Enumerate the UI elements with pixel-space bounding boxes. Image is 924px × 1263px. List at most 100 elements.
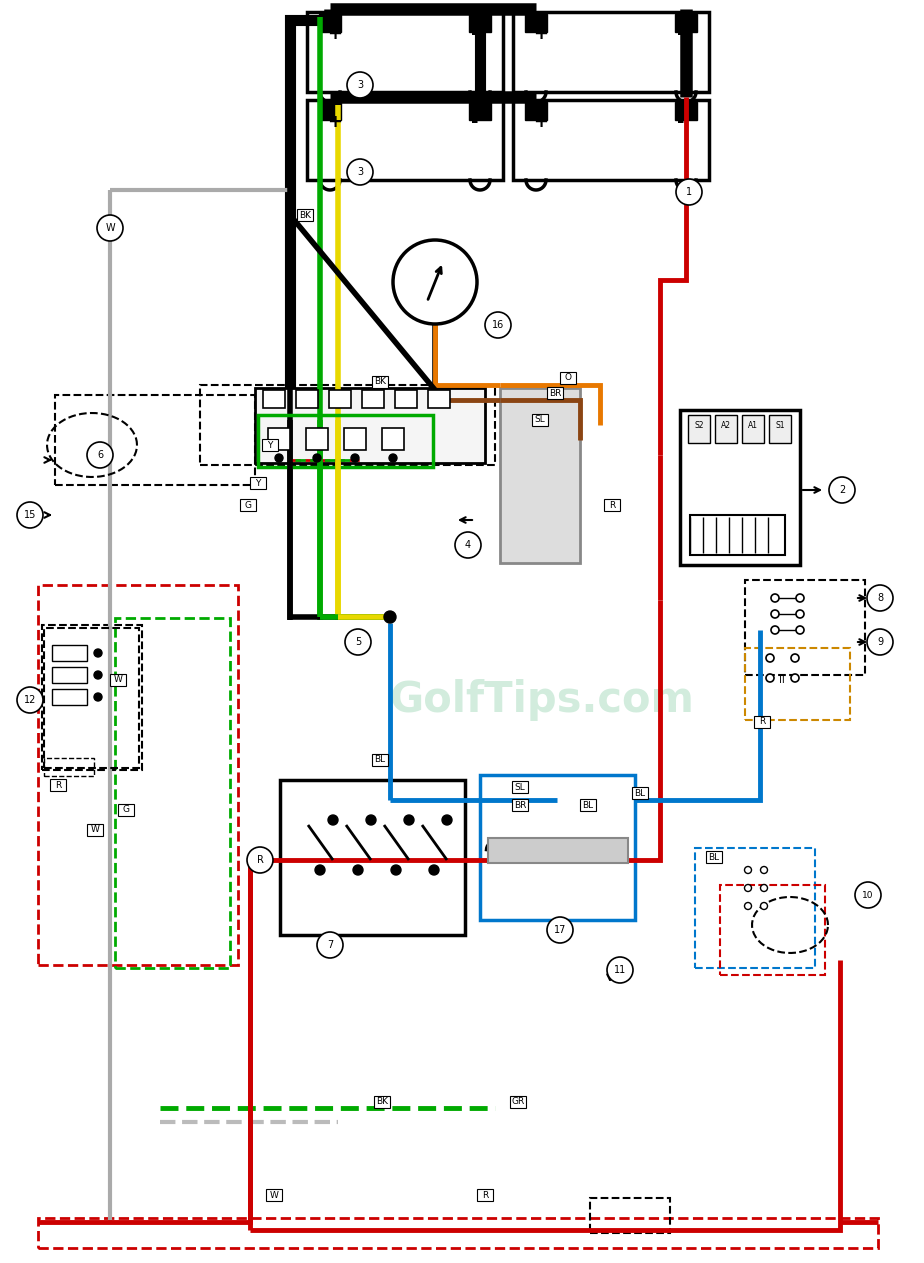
Circle shape <box>796 610 804 618</box>
Circle shape <box>760 884 768 892</box>
Bar <box>319 102 341 120</box>
Bar <box>50 779 66 791</box>
Circle shape <box>442 815 452 825</box>
Text: +: + <box>533 112 549 131</box>
Circle shape <box>404 815 414 825</box>
Bar <box>296 390 318 408</box>
Text: 12: 12 <box>24 695 36 705</box>
Bar <box>258 416 433 467</box>
Text: BK: BK <box>299 211 311 220</box>
Text: +: + <box>533 25 549 43</box>
Bar <box>307 100 503 181</box>
Bar <box>263 390 285 408</box>
Bar <box>604 499 620 512</box>
Circle shape <box>771 610 779 618</box>
Circle shape <box>455 532 481 558</box>
Bar <box>469 14 491 32</box>
Bar <box>690 515 785 554</box>
Circle shape <box>429 865 439 875</box>
Circle shape <box>771 594 779 602</box>
Text: BR: BR <box>514 801 526 810</box>
Bar <box>362 390 384 408</box>
Bar <box>38 1218 878 1248</box>
Text: +: + <box>327 25 343 43</box>
Bar <box>374 1096 390 1108</box>
Circle shape <box>97 215 123 241</box>
Circle shape <box>676 179 702 205</box>
Text: 8: 8 <box>877 594 883 602</box>
Text: 6: 6 <box>97 450 103 460</box>
Circle shape <box>485 312 511 338</box>
Circle shape <box>760 866 768 874</box>
Circle shape <box>391 865 401 875</box>
Text: W: W <box>105 224 115 232</box>
Circle shape <box>829 477 855 503</box>
Circle shape <box>345 629 371 655</box>
Bar <box>720 885 825 975</box>
Text: W: W <box>91 826 100 835</box>
Text: R: R <box>759 717 765 726</box>
Bar <box>512 781 528 793</box>
Text: -: - <box>471 25 479 43</box>
Text: BL: BL <box>635 788 646 797</box>
Text: W: W <box>270 1191 278 1200</box>
Circle shape <box>393 240 477 325</box>
Bar <box>769 416 791 443</box>
Text: Y: Y <box>255 479 261 488</box>
Bar <box>512 799 528 811</box>
Circle shape <box>351 453 359 462</box>
Bar <box>745 580 865 674</box>
Bar <box>525 14 547 32</box>
Bar <box>560 373 576 384</box>
Circle shape <box>328 815 338 825</box>
Text: +: + <box>327 112 343 131</box>
Circle shape <box>547 917 573 943</box>
Circle shape <box>87 442 113 469</box>
Bar <box>488 837 628 863</box>
Text: A1: A1 <box>748 422 758 431</box>
Text: R: R <box>482 1191 488 1200</box>
Text: 7: 7 <box>327 940 334 950</box>
Bar <box>255 388 485 464</box>
Text: O: O <box>565 374 572 383</box>
Circle shape <box>275 453 283 462</box>
Bar <box>200 385 495 465</box>
Circle shape <box>745 866 751 874</box>
Circle shape <box>796 594 804 602</box>
Text: BR: BR <box>549 389 561 398</box>
Text: 11: 11 <box>614 965 626 975</box>
Bar <box>675 102 697 120</box>
Bar <box>675 14 697 32</box>
Circle shape <box>347 159 373 184</box>
Bar <box>115 618 230 967</box>
Circle shape <box>791 654 799 662</box>
Circle shape <box>796 626 804 634</box>
Bar <box>240 499 256 512</box>
Bar <box>525 102 547 120</box>
Text: SL: SL <box>515 783 526 792</box>
Bar <box>44 758 94 775</box>
Text: 10: 10 <box>862 890 874 899</box>
Circle shape <box>94 649 102 657</box>
Circle shape <box>313 453 321 462</box>
Circle shape <box>317 932 343 959</box>
Circle shape <box>855 882 881 908</box>
Bar <box>297 208 313 221</box>
Circle shape <box>389 453 397 462</box>
Bar <box>52 667 87 683</box>
Circle shape <box>760 903 768 909</box>
Text: BL: BL <box>374 755 385 764</box>
Bar <box>319 14 341 32</box>
Circle shape <box>17 501 43 528</box>
Circle shape <box>384 611 396 623</box>
Circle shape <box>745 884 751 892</box>
Bar <box>500 388 580 563</box>
Bar <box>477 1188 493 1201</box>
Text: -: - <box>677 112 685 131</box>
Circle shape <box>353 865 363 875</box>
Bar <box>742 416 764 443</box>
Text: 17: 17 <box>553 925 566 935</box>
Text: G: G <box>245 500 251 509</box>
Bar <box>745 648 850 720</box>
Bar <box>55 395 255 485</box>
